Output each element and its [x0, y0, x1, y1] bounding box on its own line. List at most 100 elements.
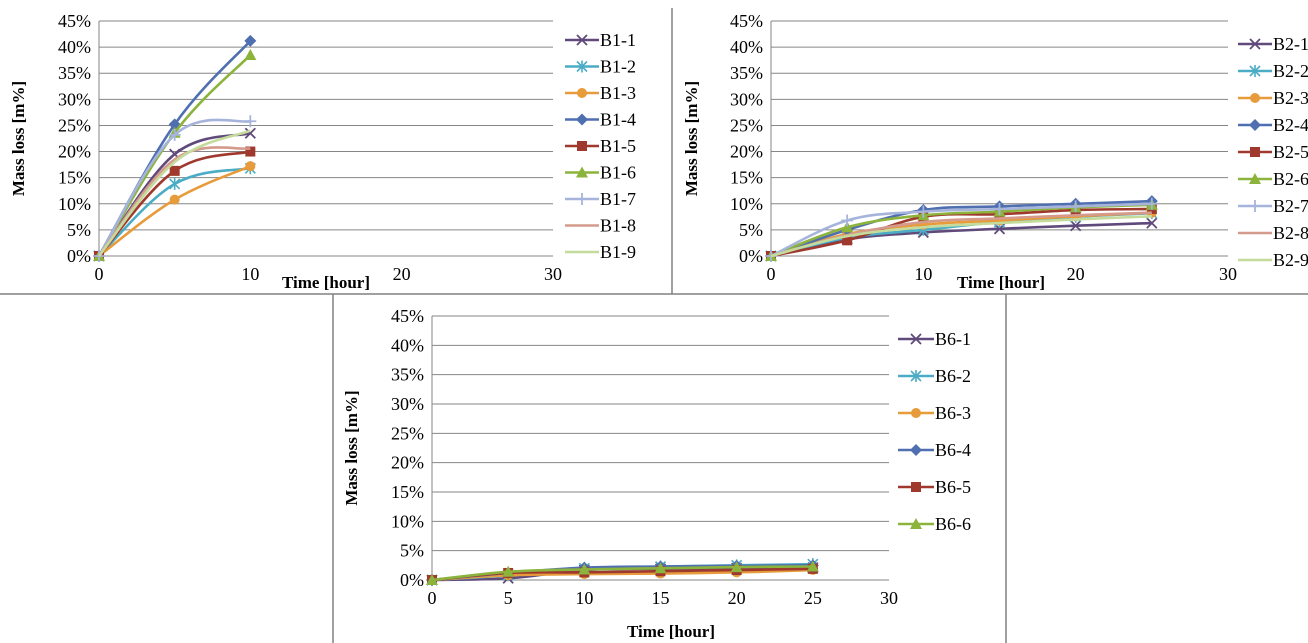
legend-marker [1249, 38, 1261, 50]
y-tick-label: 20% [58, 142, 91, 162]
legend-marker [1249, 200, 1261, 212]
data-point [244, 127, 256, 139]
series-B1-9 [97, 129, 251, 257]
data-point [654, 562, 667, 574]
legend-marker [1249, 173, 1261, 184]
legend-entry-B1-4: B1-4 [565, 110, 636, 130]
y-tick-label: 5% [739, 220, 763, 240]
y-tick-label: 5% [67, 220, 91, 240]
y-tick-label: 0% [739, 246, 763, 266]
legend-marker [1250, 93, 1260, 103]
series-B2-9 [770, 215, 1152, 258]
y-axis-title: Mass loss [m%] [682, 81, 701, 196]
y-tick-label: 30% [58, 89, 91, 109]
series-line [97, 129, 251, 257]
x-tick-label: 30 [1219, 264, 1237, 284]
data-point [244, 115, 257, 128]
y-tick-label: 35% [730, 63, 763, 83]
legend-entry-B6-6: B6-6 [898, 514, 971, 534]
legend-entry-B1-1: B1-1 [565, 30, 636, 50]
series-B1-3 [94, 161, 256, 261]
series-line [431, 568, 813, 582]
legend-label: B6-1 [935, 329, 971, 349]
series-line [770, 207, 1152, 258]
x-tick-label: 0 [95, 264, 104, 284]
data-point [1145, 197, 1158, 210]
x-tick-label: 30 [880, 588, 898, 608]
series-line [97, 118, 251, 257]
legend-label: B6-5 [935, 477, 971, 497]
y-tick-label: 25% [391, 423, 424, 443]
y-tick-label: 5% [400, 541, 424, 561]
x-tick-label: 20 [393, 264, 411, 284]
legend-entry-B2-4: B2-4 [1238, 115, 1308, 135]
legend-marker [576, 166, 588, 178]
legend-label: B1-5 [600, 136, 636, 156]
legend-marker [576, 193, 588, 205]
data-point [245, 161, 256, 172]
x-tick-label: 10 [241, 264, 259, 284]
legend-entry-B1-5: B1-5 [565, 136, 636, 156]
legend-marker [576, 34, 588, 46]
data-point [244, 48, 257, 60]
legend-label: B2-3 [1273, 88, 1308, 108]
legend-label: B1-6 [600, 163, 636, 183]
y-tick-label: 45% [730, 11, 763, 31]
data-point [993, 203, 1006, 215]
y-tick-label: 35% [58, 63, 91, 83]
y-tick-label: 45% [58, 11, 91, 31]
legend-marker [910, 370, 922, 382]
data-point [169, 194, 180, 205]
data-point [841, 214, 854, 227]
series-B6-6 [426, 560, 819, 585]
y-tick-label: 40% [730, 37, 763, 57]
chart-b1: 0% 5% 10% 15% 20% 25% 30% 35% 40% 45% 0 10 20 30 Time … [9, 11, 636, 292]
y-tick-label: 30% [391, 394, 424, 414]
legend-label: B2-6 [1273, 169, 1308, 189]
x-tick-label: 10 [575, 588, 593, 608]
legend-marker [1249, 65, 1261, 77]
y-tick-label: 0% [400, 570, 424, 590]
legend-entry-B2-9: B2-9 [1238, 250, 1308, 270]
legend-label: B2-1 [1273, 34, 1308, 54]
y-tick-label: 15% [730, 168, 763, 188]
y-tick-label: 15% [58, 168, 91, 188]
y-tick-label: 20% [730, 142, 763, 162]
y-tick-label: 25% [730, 115, 763, 135]
legend-label: B2-7 [1273, 196, 1308, 216]
series-line [770, 199, 1152, 258]
x-tick-label: 30 [544, 264, 562, 284]
y-tick-label: 10% [730, 194, 763, 214]
legend-label: B1-3 [600, 83, 636, 103]
legend-label: B2-8 [1273, 223, 1308, 243]
data-point [806, 560, 819, 572]
legend-label: B1-4 [600, 110, 636, 130]
data-point [169, 177, 181, 190]
data-point [578, 563, 591, 575]
series-B2-7 [765, 197, 1158, 262]
legend-entry-B2-1: B2-1 [1238, 34, 1308, 54]
data-point [1070, 220, 1082, 232]
legend-entry-B6-1: B6-1 [898, 329, 971, 349]
legend-marker [577, 141, 587, 151]
x-tick-label: 25 [804, 588, 822, 608]
y-tick-label: 45% [391, 306, 424, 326]
legend-entry-B1-2: B1-2 [565, 57, 636, 77]
x-tick-label: 10 [914, 264, 932, 284]
legend-label: B1-9 [600, 242, 636, 262]
data-point [730, 561, 743, 573]
data-point [168, 128, 181, 141]
legend-entry-B6-4: B6-4 [898, 440, 971, 460]
legend-label: B6-6 [935, 514, 971, 534]
legend-label: B1-8 [600, 216, 636, 236]
data-point [426, 574, 438, 585]
series-line [770, 202, 1152, 258]
y-tick-label: 10% [58, 194, 91, 214]
legend-label: B6-4 [935, 440, 971, 460]
legend-entry-B2-3: B2-3 [1238, 88, 1308, 108]
x-tick-label: 0 [428, 588, 437, 608]
x-axis-title: Time [hour] [282, 273, 370, 292]
y-axis-title: Mass loss [m%] [9, 81, 28, 196]
legend-entry-B2-7: B2-7 [1238, 196, 1308, 216]
